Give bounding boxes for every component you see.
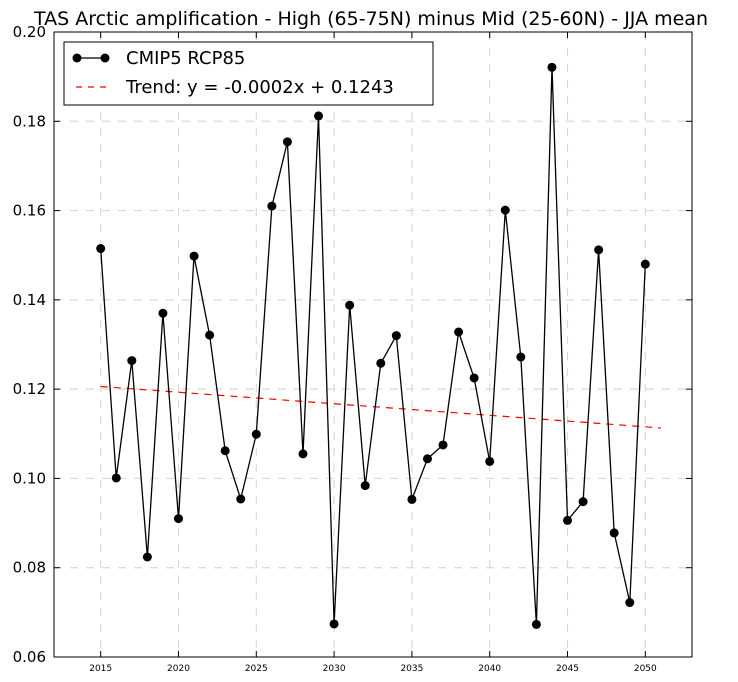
data-point <box>96 244 106 254</box>
data-point <box>314 111 324 121</box>
x-tick-label: 2030 <box>323 664 346 674</box>
x-tick-label: 2015 <box>89 664 112 674</box>
data-point <box>267 201 277 211</box>
series-layer <box>96 62 661 629</box>
data-point <box>454 327 464 337</box>
legend-box <box>63 41 434 106</box>
data-point <box>345 300 355 310</box>
data-point <box>142 552 152 562</box>
data-point <box>376 358 386 368</box>
chart-title: TAS Arctic amplification - High (65-75N)… <box>33 8 708 30</box>
data-point <box>563 515 573 525</box>
y-tick-label: 0.12 <box>13 380 46 398</box>
data-point <box>438 440 448 450</box>
data-point <box>127 356 137 366</box>
data-point <box>609 528 619 538</box>
data-point <box>531 619 541 629</box>
x-tick-label: 2025 <box>245 664 268 674</box>
legend: CMIP5 RCP85 Trend: y = -0.0002x + 0.1243 <box>63 41 434 106</box>
legend-label-trend: Trend: y = -0.0002x + 0.1243 <box>125 77 394 98</box>
data-point <box>205 330 215 340</box>
x-tick-label: 2050 <box>634 664 657 674</box>
data-point <box>189 251 199 261</box>
data-point <box>173 514 183 524</box>
data-point <box>282 137 292 147</box>
grid-lines <box>54 32 692 657</box>
data-point <box>422 454 432 464</box>
legend-dot-right <box>100 53 110 63</box>
legend-dot-left <box>72 53 82 63</box>
data-point <box>469 373 479 383</box>
data-point <box>329 619 339 629</box>
y-tick-label: 0.06 <box>13 648 46 666</box>
data-point <box>391 331 401 341</box>
data-point <box>360 481 370 491</box>
data-point <box>220 446 230 456</box>
y-tick-label: 0.16 <box>13 202 46 220</box>
data-point <box>236 494 246 504</box>
data-point <box>578 497 588 507</box>
data-point <box>516 352 526 362</box>
data-point <box>251 429 261 439</box>
data-point <box>500 205 510 215</box>
data-point <box>547 62 557 72</box>
data-point <box>298 449 308 459</box>
trend-line <box>100 385 661 429</box>
x-tick-label: 2040 <box>478 664 501 674</box>
legend-label-series: CMIP5 RCP85 <box>126 48 245 69</box>
y-tick-label: 0.20 <box>13 23 46 41</box>
data-point <box>594 245 604 255</box>
data-point <box>640 259 650 269</box>
x-tick-label: 2045 <box>556 664 579 674</box>
plot-frame <box>53 31 693 658</box>
y-tick-label: 0.08 <box>13 559 46 577</box>
y-tick-label: 0.18 <box>13 112 46 130</box>
x-tick-label: 2035 <box>400 664 423 674</box>
y-tick-label: 0.10 <box>13 469 46 487</box>
data-point <box>407 494 417 504</box>
axis-ticks: 2015 2020 2025 2030 2035 2040 2045 2050 0.06 0.08… <box>13 23 692 674</box>
y-tick-label: 0.14 <box>13 291 46 309</box>
data-point <box>111 473 121 483</box>
data-point <box>485 456 495 466</box>
data-point <box>158 308 168 318</box>
x-tick-label: 2020 <box>167 664 190 674</box>
data-point <box>625 598 635 608</box>
series-line-cmip5 <box>100 67 646 625</box>
